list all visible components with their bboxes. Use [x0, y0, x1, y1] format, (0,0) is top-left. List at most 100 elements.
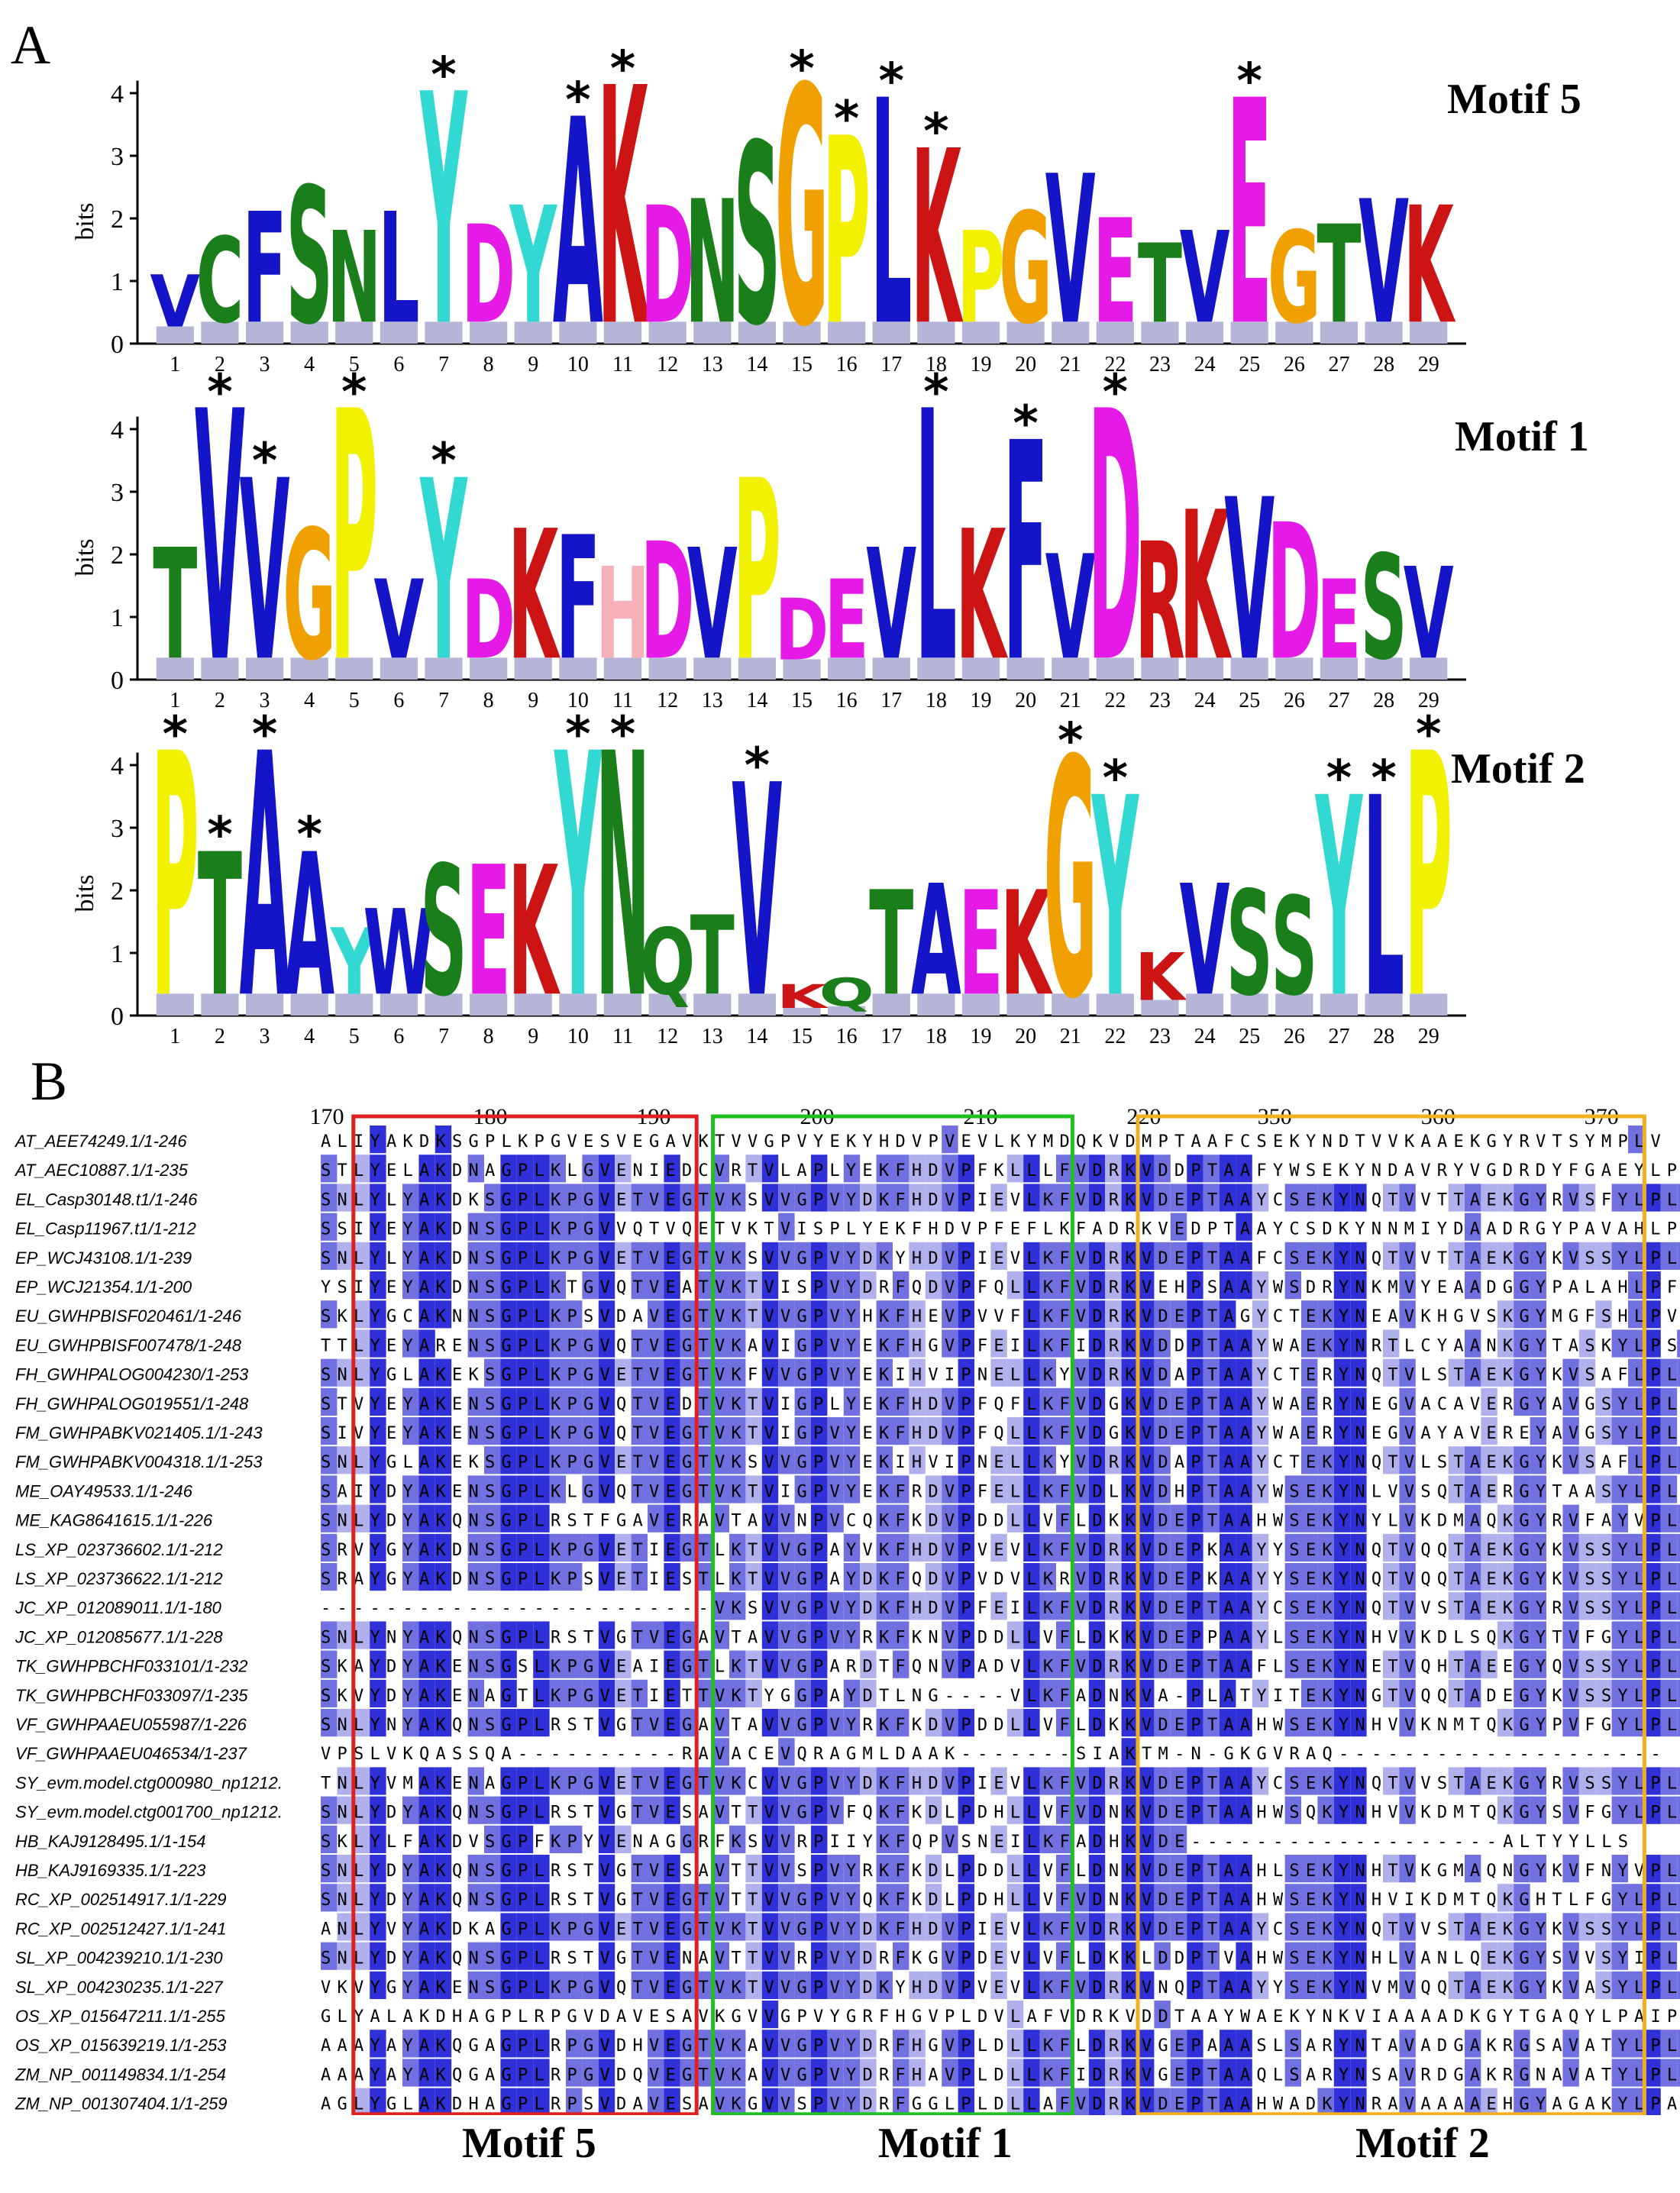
residue-shade [1220, 1592, 1236, 1620]
residue-shade [1530, 1387, 1546, 1416]
residue-shade [925, 1592, 942, 1620]
residue-shade [942, 1126, 958, 1154]
logo-minor-stack [1185, 657, 1224, 680]
residue-shade [794, 1533, 811, 1562]
residue-shade [909, 1242, 926, 1270]
residue-shade [1317, 1796, 1334, 1824]
residue-shade [1578, 1533, 1596, 1562]
residue-shade [1187, 1592, 1203, 1620]
position-label: 29 [1418, 689, 1439, 712]
residue-shade [696, 1329, 713, 1358]
residue-shade [1530, 1767, 1546, 1795]
residue-shade [680, 1971, 697, 1999]
residue-shade [1465, 1213, 1481, 1241]
logo-letter: Y [419, 27, 468, 397]
residue-shade [1121, 1300, 1138, 1329]
residue-shade [1562, 1387, 1579, 1416]
logo-letter: F [1003, 380, 1048, 729]
logo-minor-stack [1320, 993, 1359, 1016]
residue-shade [761, 1767, 779, 1795]
residue-shade [1301, 1621, 1318, 1649]
residue-shade [1252, 1300, 1269, 1329]
residue-shade [1333, 1709, 1351, 1737]
residue-shade [321, 1621, 338, 1649]
residue-shade [1236, 1533, 1252, 1562]
position-label: 26 [1284, 1025, 1305, 1048]
residue-shade [484, 1329, 501, 1358]
residue-shade [1350, 1358, 1367, 1387]
residue-shade [1644, 1533, 1661, 1562]
residue-shade [1023, 1300, 1040, 1329]
logo-minor-stack [201, 993, 239, 1016]
residue-shade [1121, 1592, 1138, 1620]
residue-shade [1121, 1184, 1138, 1212]
residue-shade [615, 1563, 632, 1591]
residue-shade [893, 1796, 909, 1824]
residue-shade [467, 1475, 484, 1503]
logo-minor-stack [425, 993, 463, 1016]
residue-shade [712, 1446, 729, 1474]
residue-shade [1333, 1650, 1351, 1678]
residue-shade [811, 1417, 828, 1445]
residue-shade [909, 1300, 926, 1329]
residue-shade [435, 1709, 452, 1737]
residue-shade [1465, 1504, 1481, 1533]
residue-shade [1088, 1563, 1106, 1591]
logo-letter: F [242, 182, 286, 359]
residue-shade [418, 2030, 435, 2058]
residue-shade [1301, 1242, 1318, 1270]
residue-shade [500, 1475, 517, 1503]
sequence-name: HB_KAJ9169335.1/1-223 [15, 1861, 206, 1880]
residue-shade [761, 1621, 779, 1649]
residue-shade [500, 1709, 517, 1737]
residue-shade [1121, 1942, 1138, 1970]
residue-shade [1628, 1475, 1645, 1503]
residue-shade [1562, 1709, 1579, 1737]
significance-star: * [1103, 364, 1128, 421]
residue-shade [696, 1475, 713, 1503]
residue-shade [1333, 1533, 1351, 1562]
residue-shade [1399, 1358, 1416, 1387]
residue-shade [1644, 1242, 1661, 1270]
residue-shade [811, 1563, 828, 1591]
sequence-residues: SAIYDYAKENSGPLKLGVQTVEGTVKTVIGPVYEKFRDVP… [321, 1482, 1680, 1501]
residue-shade [843, 1155, 861, 1183]
residue-shade [1056, 1767, 1073, 1795]
residue-shade [1023, 1563, 1040, 1591]
logo-letter: W [363, 886, 435, 1022]
residue-shade [1006, 2001, 1024, 2029]
residue-shade [1056, 1300, 1073, 1329]
residue-shade [1023, 1533, 1040, 1562]
residue-shade [321, 1242, 338, 1270]
logo-letter: D [775, 581, 829, 680]
residue-shade [402, 1271, 419, 1300]
residue-shade [467, 1884, 484, 1912]
residue-shade [909, 1184, 926, 1212]
residue-shade [1481, 1563, 1497, 1591]
residue-shade [435, 1475, 452, 1503]
residue-shade [1187, 1271, 1203, 1300]
residue-shade [598, 1184, 615, 1212]
residue-shade [958, 1417, 974, 1445]
residue-shade [1628, 1184, 1645, 1212]
residue-shade [1088, 1475, 1106, 1503]
residue-shade [418, 1709, 435, 1737]
residue-shade [761, 2001, 779, 2029]
residue-shade [1220, 1504, 1236, 1533]
residue-shade [533, 2059, 550, 2087]
residue-shade [1611, 1942, 1628, 1970]
y-axis-label: bits [71, 538, 99, 576]
significance-star: * [1326, 751, 1352, 807]
residue-shade [712, 1155, 729, 1183]
residue-shade [1514, 1329, 1530, 1358]
residue-shade [1595, 1300, 1612, 1329]
residue-shade [1170, 1242, 1187, 1270]
logo-letter: V [1045, 526, 1096, 693]
residue-shade [1497, 1621, 1514, 1649]
residue-shade [1628, 1533, 1645, 1562]
position-label: 13 [702, 353, 723, 376]
residue-shade [811, 1884, 828, 1912]
residue-shade [843, 1913, 861, 1941]
residue-shade [1465, 1767, 1481, 1795]
residue-shade [533, 1942, 550, 1970]
